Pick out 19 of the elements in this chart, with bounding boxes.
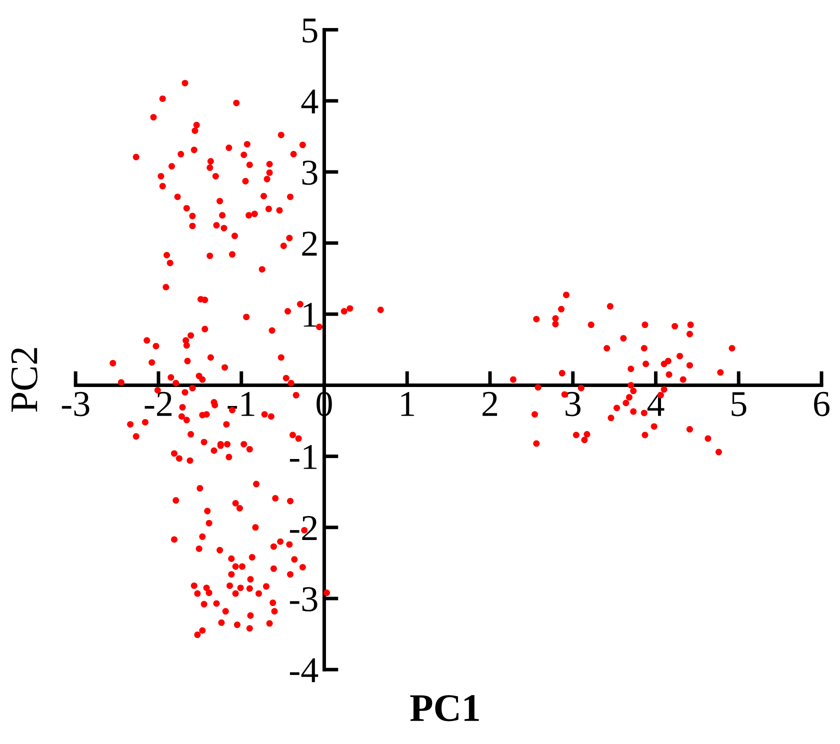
x-tick-label: 3 — [566, 392, 580, 416]
y-tick-label: -3 — [290, 587, 318, 612]
x-tick-label: 2 — [482, 392, 498, 416]
x-tick-label: 1 — [401, 392, 414, 416]
y-axis-title: PC2 — [11, 348, 38, 412]
y-tick-label: -1 — [290, 445, 317, 469]
y-tick-label: 3 — [302, 160, 318, 185]
x-tick-label: 6 — [814, 392, 830, 416]
y-tick-label: 2 — [302, 232, 317, 256]
x-tick-label: -2 — [144, 392, 172, 416]
y-tick-label: 4 — [301, 90, 318, 114]
x-tick-label: -1 — [228, 392, 254, 416]
x-tick-label: -3 — [62, 392, 90, 416]
y-tick-label: 5 — [302, 18, 318, 43]
y-tick-label: -2 — [290, 516, 317, 540]
y-tick-label: 1 — [304, 302, 317, 327]
y-tick-label: -4 — [290, 658, 318, 682]
x-tick-label: 5 — [732, 392, 746, 416]
x-axis-title: PC1 — [410, 695, 479, 722]
